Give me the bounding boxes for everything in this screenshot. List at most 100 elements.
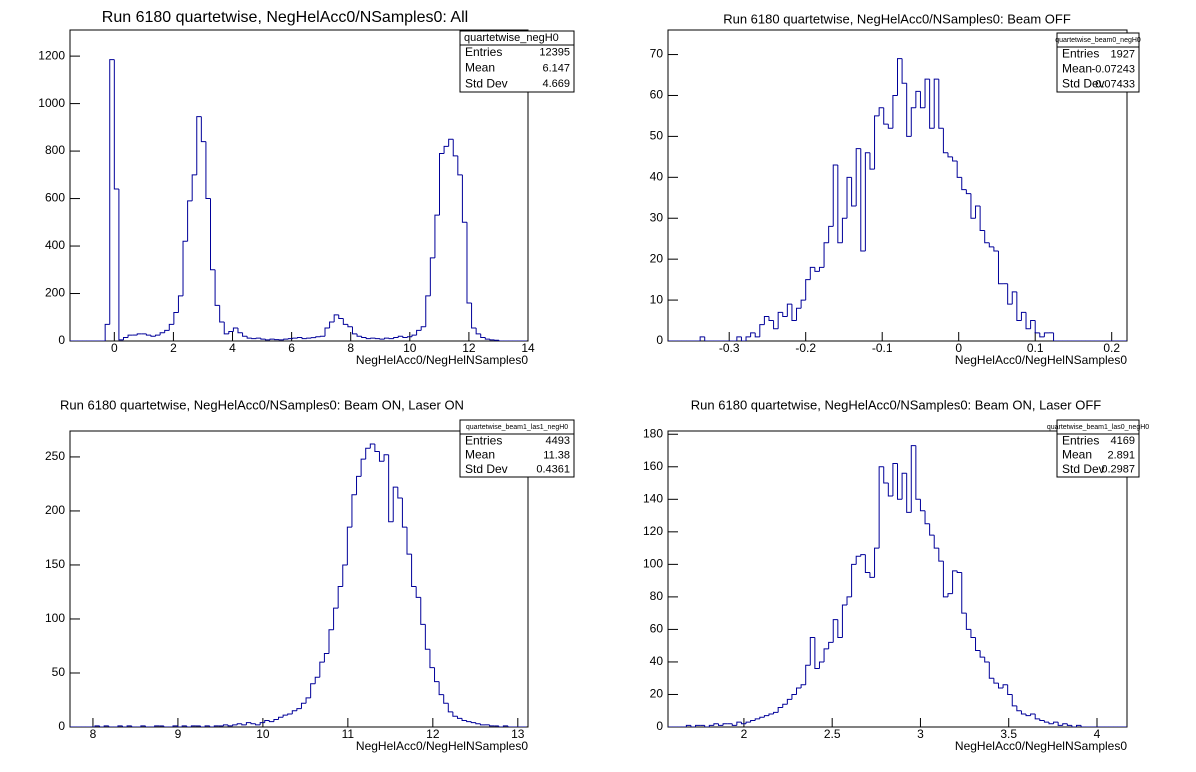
bin xyxy=(457,155,463,176)
x-axis-label: NegHelAcc0/NegHelNSamples0 xyxy=(356,353,528,367)
bin xyxy=(823,648,829,662)
bin xyxy=(324,327,330,337)
stats-value: 0.4361 xyxy=(536,464,570,476)
y-tick-label: 1200 xyxy=(38,48,65,62)
bin xyxy=(1025,312,1031,330)
bin xyxy=(397,335,403,338)
bin xyxy=(507,725,513,727)
bin xyxy=(127,334,133,338)
bin xyxy=(498,725,504,727)
bin xyxy=(502,725,508,727)
chart-title: Run 6180 quartetwise, NegHelAcc0/NSample… xyxy=(102,9,468,26)
bin xyxy=(855,148,861,206)
bin xyxy=(461,174,467,223)
histogram xyxy=(70,443,527,727)
bin xyxy=(182,240,188,296)
bin xyxy=(328,629,334,654)
bin xyxy=(763,715,769,718)
bin xyxy=(736,336,742,341)
bin xyxy=(695,724,701,727)
y-tick-label: 70 xyxy=(650,47,664,61)
bin xyxy=(278,716,284,720)
bin xyxy=(713,723,719,726)
bin xyxy=(365,447,371,460)
stats-label: Entries xyxy=(465,45,502,59)
bin xyxy=(213,725,219,727)
bin xyxy=(832,619,838,643)
histogram xyxy=(70,59,527,341)
bin xyxy=(938,548,944,562)
stats-label: Entries xyxy=(1062,47,1099,61)
bin xyxy=(434,667,440,683)
bin xyxy=(466,720,472,723)
stats-label: Mean xyxy=(465,448,495,462)
stats-box xyxy=(459,419,575,478)
bin xyxy=(346,526,352,565)
bin xyxy=(338,314,344,319)
y-tick-label: 0 xyxy=(656,719,663,733)
bin xyxy=(1016,705,1022,712)
bin xyxy=(103,725,109,727)
bin xyxy=(869,152,875,170)
bin xyxy=(768,316,774,322)
bin xyxy=(809,266,815,280)
y-tick-label: 400 xyxy=(45,238,65,252)
bin xyxy=(929,523,935,536)
x-tick-label: 3 xyxy=(917,727,924,741)
bin xyxy=(988,661,994,679)
bin xyxy=(910,107,916,137)
bin xyxy=(979,650,985,658)
bin xyxy=(970,193,976,219)
y-tick-label: 0 xyxy=(656,333,663,347)
bin xyxy=(906,83,912,137)
bin xyxy=(1002,684,1008,688)
bin xyxy=(361,336,367,338)
bin xyxy=(177,725,183,727)
x-axis-label: NegHelAcc0/NegHelNSamples0 xyxy=(955,739,1127,753)
bin xyxy=(351,326,358,335)
bin xyxy=(484,337,490,340)
y-tick-label: 250 xyxy=(45,449,65,463)
bin xyxy=(250,722,256,725)
bin xyxy=(979,205,985,232)
bin xyxy=(113,59,119,190)
bin xyxy=(439,152,445,216)
bin xyxy=(1020,710,1027,715)
bin xyxy=(1030,320,1036,329)
frame xyxy=(69,29,529,342)
bin xyxy=(915,90,921,108)
bin xyxy=(242,332,248,337)
bin xyxy=(818,661,825,669)
bin xyxy=(938,79,944,129)
frame xyxy=(667,29,1128,342)
bin xyxy=(356,475,362,495)
x-tick-label: 8 xyxy=(347,341,354,355)
bin xyxy=(773,320,779,330)
bin xyxy=(814,267,820,272)
bin xyxy=(269,338,275,340)
bin xyxy=(860,554,866,557)
bin xyxy=(411,554,417,588)
bin xyxy=(892,463,898,497)
bin xyxy=(108,725,114,727)
bin xyxy=(301,337,307,340)
y-tick-label: 120 xyxy=(643,524,663,538)
bin xyxy=(1053,332,1059,341)
bin xyxy=(1048,722,1054,725)
bin xyxy=(878,107,884,116)
bin xyxy=(241,723,247,726)
bin xyxy=(333,607,339,630)
bin xyxy=(296,708,302,711)
bin xyxy=(163,725,169,727)
bin xyxy=(237,327,243,334)
bin xyxy=(222,724,229,726)
bin xyxy=(952,570,958,594)
bin xyxy=(841,217,848,243)
y-tick-label: 50 xyxy=(650,129,664,143)
x-axis-label: NegHelAcc0/NegHelNSamples0 xyxy=(955,353,1127,367)
bin xyxy=(864,554,870,573)
stats-box xyxy=(1056,419,1140,478)
bin xyxy=(416,329,422,336)
bin xyxy=(291,710,297,715)
bin xyxy=(448,138,454,147)
